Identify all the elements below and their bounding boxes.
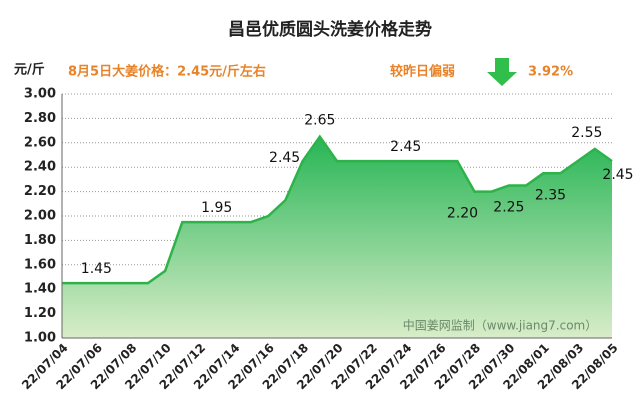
data-label: 2.20 [447, 206, 478, 222]
data-label: 2.45 [269, 150, 300, 166]
y-tick-label: 2.20 [24, 184, 56, 199]
data-label: 2.65 [304, 113, 335, 129]
line [62, 134, 613, 285]
y-tick-label: 1.20 [24, 306, 56, 321]
y-tick-label: 2.40 [24, 160, 56, 175]
annotation: 3.92% [528, 65, 573, 80]
y-tick-label: 2.00 [24, 209, 56, 224]
data-label: 2.25 [493, 200, 524, 216]
y-tick-label: 3.00 [24, 87, 56, 102]
y-tick-label: 1.00 [24, 331, 56, 346]
y-tick-label: 2.60 [24, 135, 56, 150]
data-label: 2.35 [535, 187, 566, 203]
y-tick-label: 1.40 [24, 282, 56, 297]
watermark: 中国姜网监制（www.jiang7.com） [403, 318, 597, 333]
data-label: 2.45 [390, 139, 421, 155]
area [62, 136, 612, 338]
data-label: 1.45 [81, 261, 112, 277]
down-arrow [487, 58, 517, 86]
data-label: 2.55 [571, 125, 602, 141]
data-label: 1.95 [201, 200, 232, 216]
annotation: 8月5日大姜价格：2.45元/斤左右 [68, 64, 266, 80]
data-label: 2.45 [602, 167, 633, 183]
y-tick-label: 2.80 [24, 111, 56, 126]
y-tick-label: 1.80 [24, 233, 56, 248]
annotation: 较昨日偏弱 [390, 64, 455, 80]
y-tick-label: 1.60 [24, 257, 56, 272]
y-axis-label: 元/斤 [14, 62, 45, 78]
chart-title: 昌邑优质圆头洗姜价格走势 [228, 19, 432, 40]
